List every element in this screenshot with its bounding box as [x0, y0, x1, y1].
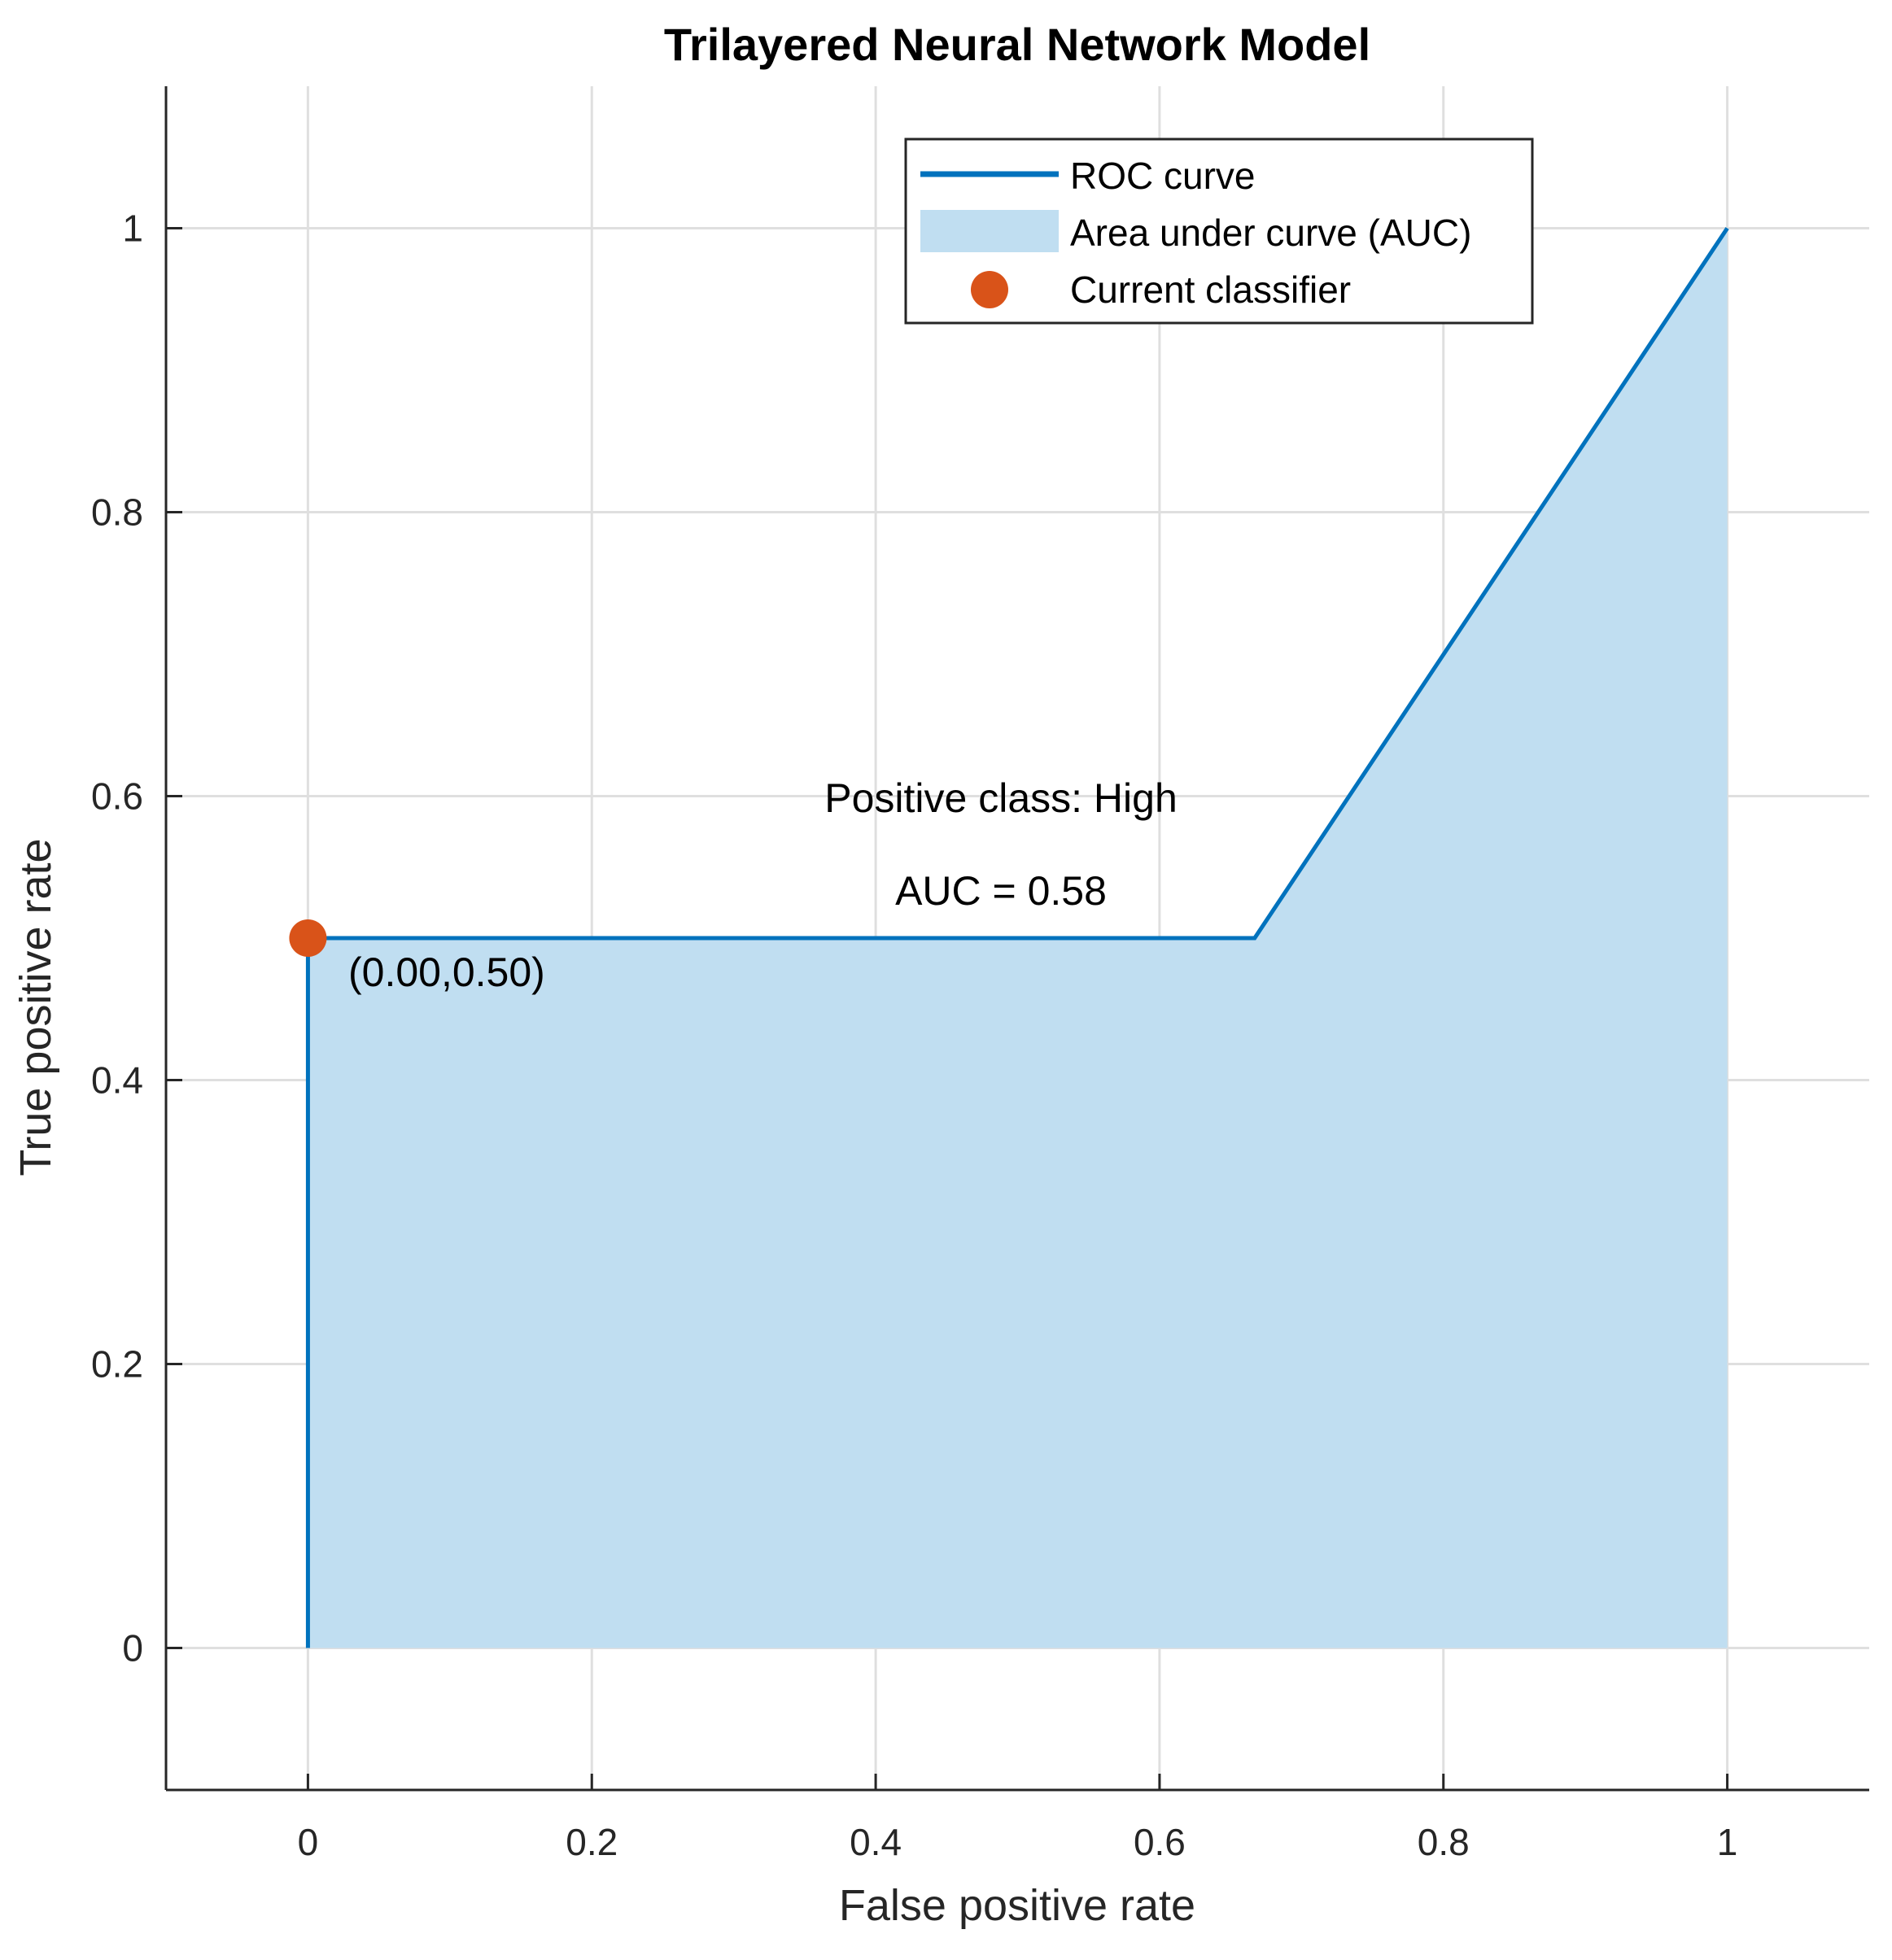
x-tick-label: 1 [1717, 1821, 1738, 1863]
auc-label: AUC = 0.58 [895, 868, 1107, 914]
x-tick-label: 0.2 [566, 1821, 618, 1863]
axes [164, 86, 1869, 1792]
x-tick-label: 0.6 [1134, 1821, 1186, 1863]
chart-title: Trilayered Neural Network Model [664, 19, 1370, 70]
y-tick-label: 0 [122, 1627, 143, 1670]
legend-auc-swatch [920, 210, 1059, 252]
roc-curve-line [305, 227, 1729, 1648]
y-tick-label: 0.2 [91, 1343, 143, 1386]
positive-class-label: Positive class: High [824, 775, 1178, 821]
y-axis-title: True positive rate [11, 838, 60, 1176]
y-tick-label: 0.4 [91, 1059, 143, 1102]
legend-auc-label: Area under curve (AUC) [1070, 212, 1471, 254]
y-tick-label: 0.8 [91, 491, 143, 534]
y-tick-label: 1 [122, 207, 143, 250]
legend-roc-label: ROC curve [1070, 155, 1255, 197]
current-classifier-point [289, 919, 327, 957]
legend-classifier-swatch [971, 271, 1008, 308]
y-tick-label: 0.6 [91, 775, 143, 818]
x-tick-label: 0.4 [850, 1821, 902, 1863]
x-axis-title: False positive rate [839, 1881, 1195, 1930]
x-tick-label: 0.8 [1418, 1821, 1470, 1863]
classifier-point-label: (0.00,0.50) [348, 949, 545, 995]
tick-labels: 0 0.2 0.4 0.6 0.8 1 0 0.2 0.4 0.6 0.8 1 [91, 207, 1737, 1864]
x-tick-label: 0 [298, 1821, 319, 1863]
legend: ROC curve Area under curve (AUC) Current… [904, 138, 1534, 325]
legend-classifier-label: Current classifier [1070, 268, 1351, 311]
